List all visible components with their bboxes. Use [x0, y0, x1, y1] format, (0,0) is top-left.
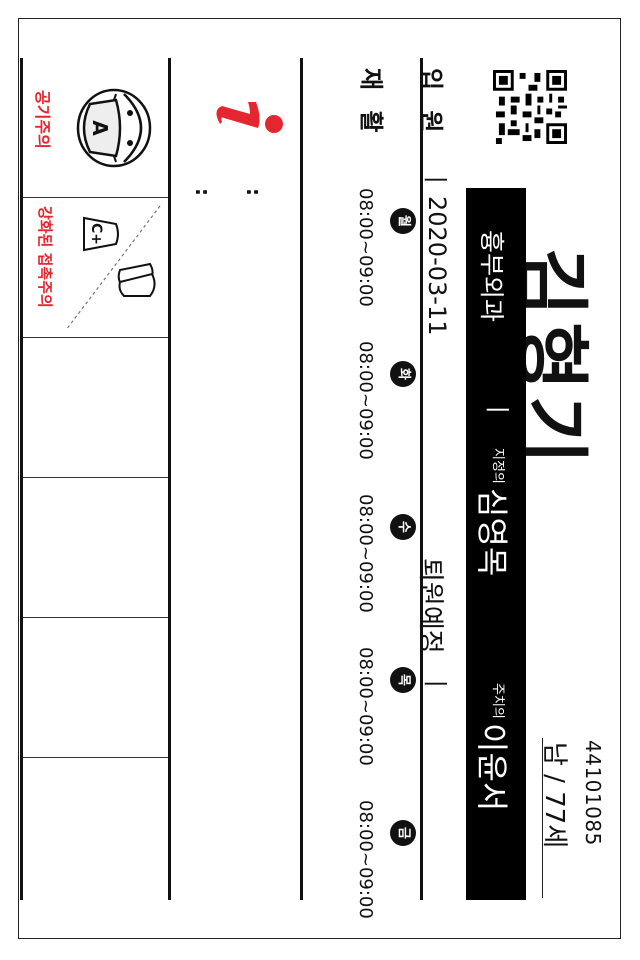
schedule-time: 08:00~09:00: [355, 800, 376, 919]
precaution-cell-empty: [23, 338, 168, 478]
day-badge: 월: [390, 208, 416, 234]
precaution-label: 공기주의: [33, 90, 52, 149]
day-badge: 목: [390, 667, 416, 693]
divider: [542, 738, 543, 898]
gloves-gown-icon: C+: [65, 205, 161, 331]
note-line: :: [242, 188, 266, 196]
attending-doctor-label: 주치의: [490, 683, 505, 719]
day-badge: 수: [390, 514, 416, 540]
attending-doctor: 이윤서: [473, 723, 511, 812]
admission-bar: |: [424, 176, 449, 184]
mask-letter: A: [88, 120, 112, 136]
designated-doctor: 심영목: [473, 488, 511, 577]
schedule-time: 08:00~09:00: [355, 341, 376, 460]
precaution-cell-airborne: A 공기주의: [23, 58, 168, 198]
patient-id: 44101085: [581, 740, 605, 846]
precaution-cell-empty: [23, 478, 168, 618]
precaution-cell-empty: [23, 758, 168, 900]
precaution-cell-contact: C+ 강화된 접촉주의: [23, 198, 168, 338]
info-icon: [216, 102, 283, 133]
qr-code-icon: [493, 70, 567, 144]
day-badge: 화: [390, 361, 416, 387]
card-frame: [18, 18, 621, 939]
admission-date: 2020-03-11: [423, 196, 451, 336]
divider: [300, 58, 303, 900]
patient-sex-age: 남 / 77세: [539, 742, 569, 849]
department: 흉부외과: [477, 230, 506, 323]
schedule-time: 08:00~09:00: [355, 494, 376, 613]
divider: [420, 58, 423, 900]
schedule-time: 08:00~09:00: [355, 647, 376, 766]
precaution-grid: A 공기주의 C+ 강화된 접촉주의: [23, 58, 168, 900]
schedule-time: 08:00~09:00: [355, 188, 376, 307]
mask-face-icon: A: [76, 88, 152, 168]
day-badge: 금: [390, 820, 416, 846]
designated-doctor-label: 지정의: [490, 448, 505, 484]
precaution-cell-empty: [23, 618, 168, 758]
separator: |: [486, 406, 511, 414]
note-line: :: [191, 188, 215, 196]
divider: [20, 58, 23, 900]
gown-letter: C+: [88, 223, 104, 245]
divider: [168, 58, 171, 900]
discharge-bar: |: [424, 680, 449, 688]
patient-card: 44101085 남 / 77세 김형기 흉부외과 | 지정의 심영목 주치의 …: [18, 18, 621, 939]
rehab-label: 재 활: [357, 68, 385, 139]
precaution-label: 강화된 접촉주의: [36, 206, 54, 308]
